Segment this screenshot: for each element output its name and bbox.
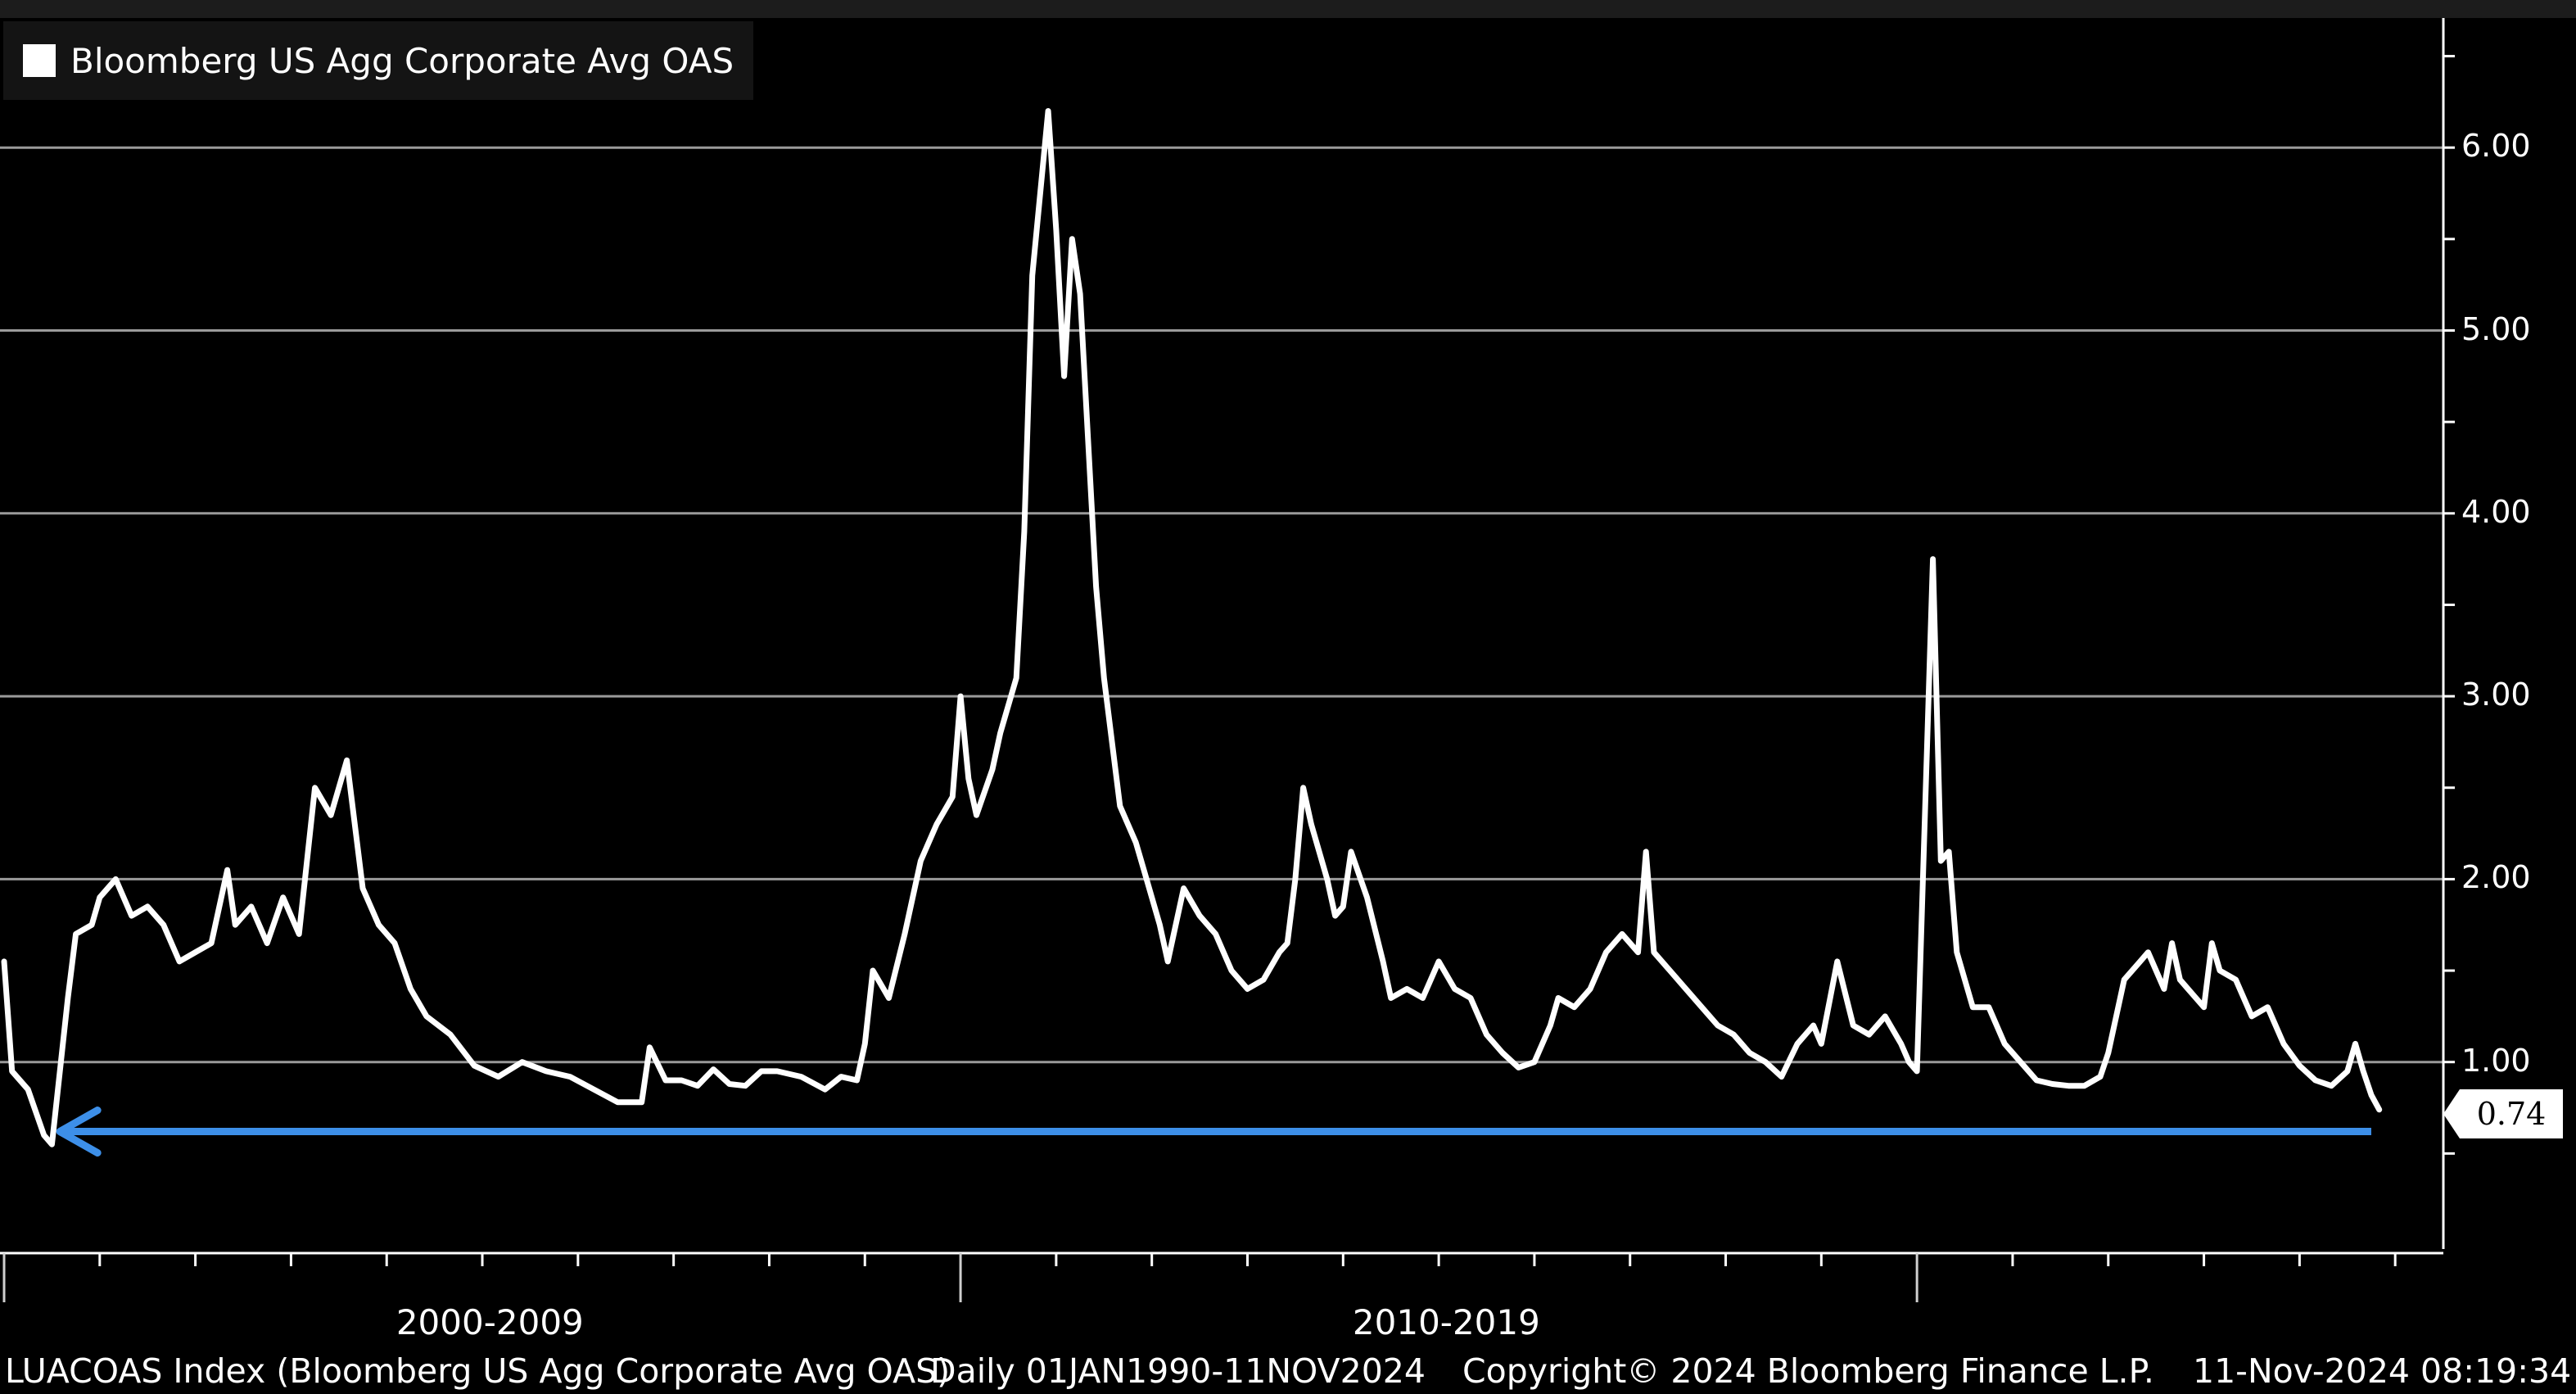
footer-copyright: Copyright© 2024 Bloomberg Finance L.P. xyxy=(1462,1351,2154,1391)
footer: LUACOAS Index (Bloomberg US Agg Corporat… xyxy=(0,1351,2576,1394)
y-tick-label: 1.00 xyxy=(2461,1042,2531,1079)
footer-timestamp: 11-Nov-2024 08:19:34 xyxy=(2193,1351,2572,1391)
y-tick-label: 2.00 xyxy=(2461,859,2531,896)
arrow-head xyxy=(56,1107,102,1157)
last-value-label: 0.74 xyxy=(2460,1089,2563,1138)
x-tick-label: 2010-2019 xyxy=(1352,1302,1540,1342)
legend: Bloomberg US Agg Corporate Avg OAS xyxy=(3,21,754,100)
x-tick-label: 2000-2009 xyxy=(395,1302,584,1342)
legend-label: Bloomberg US Agg Corporate Avg OAS xyxy=(70,40,734,81)
y-axis xyxy=(2442,18,2455,1249)
top-strip xyxy=(0,0,2576,18)
y-tick-label: 6.00 xyxy=(2461,128,2531,165)
legend-swatch xyxy=(23,44,56,77)
last-value-pointer xyxy=(2443,1089,2460,1138)
series-line xyxy=(1,108,2383,1147)
gridlines xyxy=(0,146,2443,1064)
footer-ticker: LUACOAS Index (Bloomberg US Agg Corporat… xyxy=(5,1351,951,1391)
blue-arrow-annotation xyxy=(56,1107,2371,1157)
x-axis xyxy=(0,1251,2443,1302)
y-tick-label: 4.00 xyxy=(2461,493,2531,530)
y-tick-label: 5.00 xyxy=(2461,310,2531,347)
footer-range: Daily 01JAN1990-11NOV2024 xyxy=(930,1351,1426,1391)
y-tick-label: 3.00 xyxy=(2461,677,2531,713)
